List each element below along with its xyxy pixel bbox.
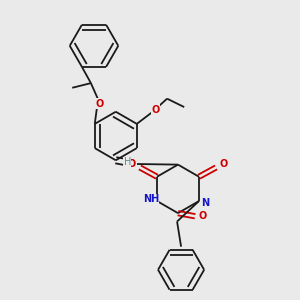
Text: O: O xyxy=(95,99,104,109)
Text: N: N xyxy=(201,198,209,208)
Text: NH: NH xyxy=(142,194,159,205)
Text: O: O xyxy=(151,105,159,115)
Text: O: O xyxy=(199,211,207,221)
Text: O: O xyxy=(220,159,228,169)
Text: O: O xyxy=(128,159,136,169)
Text: H: H xyxy=(124,158,131,167)
